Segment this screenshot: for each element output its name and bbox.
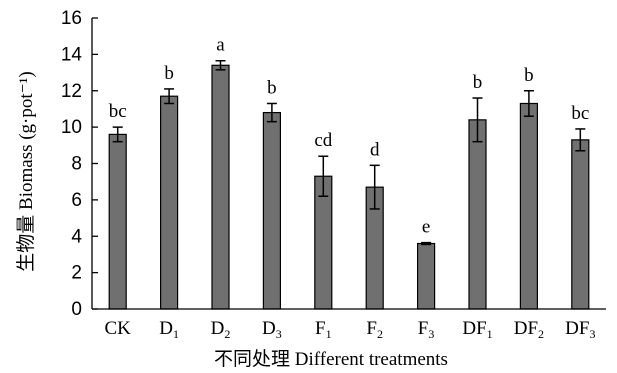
bar xyxy=(108,133,127,310)
bar xyxy=(519,102,539,310)
significance-label: bc xyxy=(109,101,127,122)
significance-label: a xyxy=(216,35,225,56)
y-tick-label: 2 xyxy=(71,263,82,284)
significance-label: e xyxy=(422,217,430,238)
x-tick-label: F1 xyxy=(315,318,332,341)
significance-label: d xyxy=(370,139,380,160)
bar xyxy=(571,139,590,310)
significance-label: cd xyxy=(314,130,332,151)
y-tick-label: 12 xyxy=(61,81,82,102)
significance-label: b xyxy=(524,65,534,86)
y-tick-label: 10 xyxy=(61,117,82,138)
significance-label: b xyxy=(267,77,277,98)
bar xyxy=(262,111,281,310)
y-tick-label: 14 xyxy=(61,44,83,65)
y-tick-label: 0 xyxy=(71,299,82,320)
y-tick-label: 4 xyxy=(71,226,82,247)
bar xyxy=(211,64,230,310)
y-tick-label: 6 xyxy=(71,190,82,211)
x-axis-tick-labels: CK D1 D2 D3 F1 F2 F3 DF1 DF2 DF3 xyxy=(104,318,595,341)
x-tick-label: F3 xyxy=(418,318,435,341)
y-tick-label: 16 xyxy=(61,8,82,29)
bar xyxy=(160,95,179,310)
x-tick-label: DF3 xyxy=(565,318,595,341)
x-tick-label: CK xyxy=(104,318,131,339)
bar xyxy=(417,242,436,310)
significance-label: bc xyxy=(571,103,589,124)
y-tick-label: 8 xyxy=(71,154,82,175)
x-tick-label: DF1 xyxy=(462,318,492,341)
x-tick-label: D2 xyxy=(211,318,231,341)
x-tick-label: F2 xyxy=(366,318,383,341)
y-axis-ticks: 0 2 4 6 8 10 12 14 16 xyxy=(61,8,98,320)
bar xyxy=(468,119,487,310)
significance-label: b xyxy=(164,63,174,84)
x-axis-title: 不同处理 Different treatments xyxy=(214,348,448,370)
x-tick-label: D1 xyxy=(159,318,179,341)
x-tick-label: D3 xyxy=(262,318,282,341)
significance-label: b xyxy=(473,72,483,93)
y-axis-title: 生物量 Biomass (g·pot⁻¹) xyxy=(15,71,37,271)
x-tick-label: DF2 xyxy=(514,318,544,341)
bars-group: bc b a b cd d e b b bc xyxy=(108,35,590,310)
